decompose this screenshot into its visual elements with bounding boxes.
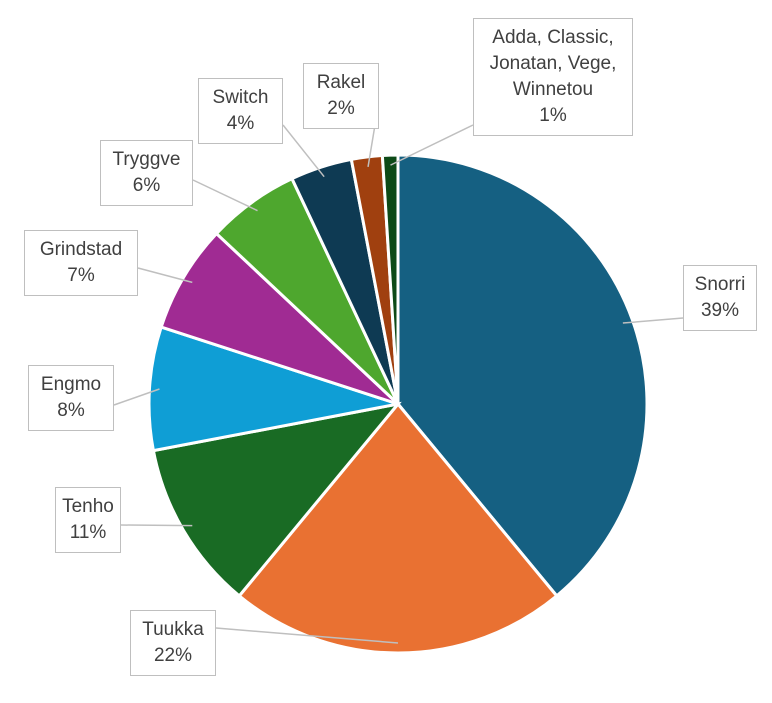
label-name: Tryggve [112, 149, 181, 170]
label-name: Switch [212, 87, 269, 108]
leader-line [367, 124, 376, 168]
label-value: 4% [226, 113, 255, 134]
leader-line [120, 524, 193, 527]
data-label-tenho: Tenho 11% [55, 487, 121, 553]
label-value: 11% [69, 522, 107, 543]
label-name: Tenho [62, 496, 114, 517]
label-value: 1% [539, 105, 567, 126]
label-name: Snorri [694, 274, 746, 295]
data-label-rakel: Rakel 2% [303, 63, 379, 129]
label-value: 7% [67, 265, 95, 286]
data-label-snorri: Snorri 39% [683, 265, 757, 331]
leader-line [282, 124, 325, 178]
pie-slice-tenho [151, 401, 402, 598]
label-value: 22% [153, 645, 193, 666]
label-name: Adda, Classic, Jonatan, Vege, Winnetou [489, 27, 617, 100]
leader-line [390, 124, 474, 166]
label-value: 2% [327, 98, 355, 119]
label-value: 8% [57, 400, 85, 421]
label-name: Grindstad [39, 239, 123, 260]
data-label-tryggve: Tryggve 6% [100, 140, 193, 206]
pie-slice-snorri [396, 153, 649, 598]
data-label-switch: Switch 4% [198, 78, 283, 144]
leader-line [137, 267, 193, 284]
leader-line [192, 179, 258, 212]
label-name: Rakel [316, 72, 366, 93]
pie-slice-engmo [147, 325, 399, 453]
data-label-tuukka: Tuukka 22% [130, 610, 216, 676]
pie-slice-tuukka [237, 401, 559, 655]
data-label-other: Adda, Classic, Jonatan, Vege, Winnetou 1% [473, 18, 633, 136]
data-label-grindstad: Grindstad 7% [24, 230, 138, 296]
pie-slice-grindstad [159, 231, 400, 406]
label-value: 6% [132, 175, 161, 196]
label-name: Tuukka [142, 619, 204, 640]
leader-line [215, 627, 399, 644]
pie-slice-adda [380, 153, 400, 405]
leader-line [113, 388, 160, 406]
label-name: Engmo [40, 374, 102, 395]
leader-line [622, 317, 684, 324]
data-label-engmo: Engmo 8% [28, 365, 114, 431]
label-value: 39% [700, 300, 740, 321]
